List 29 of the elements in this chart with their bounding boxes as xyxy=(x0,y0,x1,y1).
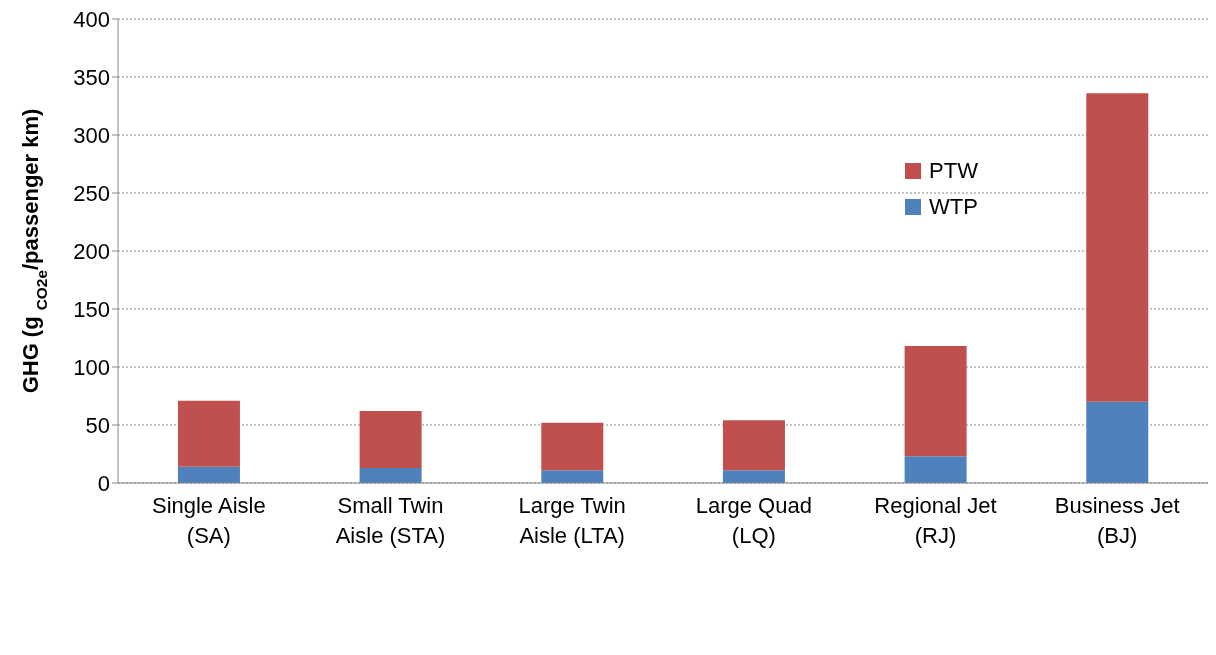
bar xyxy=(722,470,785,483)
bar xyxy=(359,411,422,468)
y-tick-label: 350 xyxy=(73,64,110,90)
bar xyxy=(541,422,604,471)
y-tick-label: 300 xyxy=(73,122,110,148)
bar xyxy=(904,346,967,457)
x-tick-label: Business Jet (BJ) xyxy=(1054,493,1180,548)
bar xyxy=(177,466,240,483)
bar xyxy=(904,456,967,483)
bar xyxy=(541,470,604,483)
legend-label: WTP xyxy=(929,194,978,220)
bar xyxy=(722,420,785,471)
bar xyxy=(177,400,240,467)
y-tick-label: 200 xyxy=(73,238,110,264)
x-tick-label: Regional Jet (RJ) xyxy=(874,493,997,548)
y-tick-label: 250 xyxy=(73,180,110,206)
bar xyxy=(1086,401,1149,483)
y-tick-label: 50 xyxy=(85,412,110,438)
y-tick-label: 0 xyxy=(97,470,110,496)
y-tick-label: 150 xyxy=(73,296,110,322)
bar xyxy=(359,467,422,483)
bar xyxy=(1086,93,1149,402)
y-tick-label: 100 xyxy=(73,354,110,380)
y-tick-label: 400 xyxy=(73,6,110,32)
x-tick-label: Large Quad (LQ) xyxy=(695,493,812,548)
legend-label: PTW xyxy=(929,158,978,184)
x-tick-label: Large Twin Aisle (LTA) xyxy=(518,493,626,548)
x-tick-label: Single Aisle (SA) xyxy=(151,493,266,548)
x-tick-label: Small Twin Aisle (STA) xyxy=(335,493,446,548)
